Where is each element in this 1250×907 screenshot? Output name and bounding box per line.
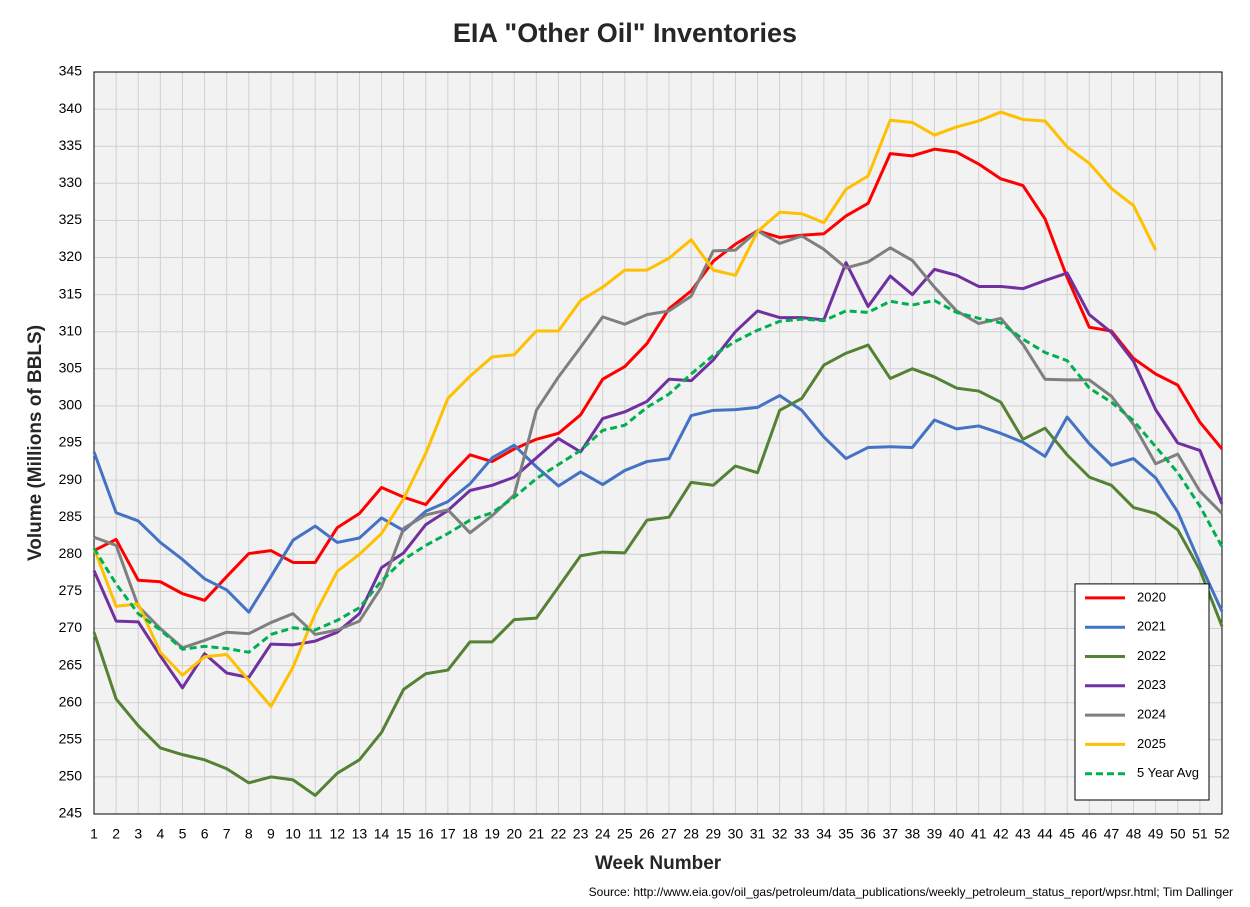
x-tick-label: 29 bbox=[706, 826, 722, 842]
source-note: Source: http://www.eia.gov/oil_gas/petro… bbox=[589, 885, 1233, 899]
x-tick-label: 4 bbox=[156, 826, 164, 842]
legend-label: 2022 bbox=[1137, 648, 1166, 663]
legend-label: 5 Year Avg bbox=[1137, 765, 1199, 780]
x-tick-label: 42 bbox=[993, 826, 1009, 842]
series-line bbox=[92, 394, 1224, 614]
legend-label: 2023 bbox=[1137, 677, 1166, 692]
x-tick-label: 48 bbox=[1126, 826, 1142, 842]
x-tick-label: 35 bbox=[838, 826, 854, 842]
x-tick-label: 24 bbox=[595, 826, 611, 842]
x-tick-label: 51 bbox=[1192, 826, 1208, 842]
x-tick-label: 8 bbox=[245, 826, 253, 842]
y-tick-label: 305 bbox=[59, 360, 83, 376]
x-tick-label: 13 bbox=[352, 826, 368, 842]
x-tick-label: 22 bbox=[551, 826, 567, 842]
x-tick-label: 6 bbox=[201, 826, 209, 842]
x-tick-label: 9 bbox=[267, 826, 275, 842]
legend-label: 2024 bbox=[1137, 707, 1166, 722]
x-tick-label: 5 bbox=[179, 826, 187, 842]
x-tick-label: 46 bbox=[1082, 826, 1098, 842]
y-tick-label: 315 bbox=[59, 285, 83, 301]
series-line bbox=[93, 229, 1224, 650]
series-line bbox=[92, 299, 1224, 654]
y-tick-label: 245 bbox=[59, 805, 83, 821]
x-tick-label: 1 bbox=[90, 826, 98, 842]
x-tick-label: 25 bbox=[617, 826, 633, 842]
x-tick-label: 2 bbox=[112, 826, 120, 842]
y-tick-label: 295 bbox=[59, 434, 83, 450]
x-tick-label: 12 bbox=[330, 826, 346, 842]
y-tick-label: 290 bbox=[59, 471, 83, 487]
y-tick-label: 280 bbox=[59, 545, 83, 561]
x-tick-label: 52 bbox=[1214, 826, 1230, 842]
legend-label: 2020 bbox=[1137, 589, 1166, 604]
x-tick-label: 19 bbox=[484, 826, 500, 842]
y-tick-label: 270 bbox=[59, 619, 83, 635]
y-tick-label: 335 bbox=[59, 137, 83, 153]
y-tick-label: 265 bbox=[59, 656, 83, 672]
x-tick-label: 37 bbox=[882, 826, 898, 842]
x-tick-label: 28 bbox=[683, 826, 699, 842]
x-tick-label: 44 bbox=[1037, 826, 1053, 842]
x-tick-label: 23 bbox=[573, 826, 589, 842]
x-tick-label: 32 bbox=[772, 826, 788, 842]
legend-label: 2025 bbox=[1137, 736, 1166, 751]
x-tick-label: 40 bbox=[949, 826, 965, 842]
x-tick-label: 39 bbox=[927, 826, 943, 842]
x-tick-label: 17 bbox=[440, 826, 456, 842]
x-tick-label: 16 bbox=[418, 826, 434, 842]
x-tick-label: 20 bbox=[506, 826, 522, 842]
y-tick-label: 250 bbox=[59, 768, 83, 784]
x-tick-label: 3 bbox=[134, 826, 142, 842]
x-tick-label: 27 bbox=[661, 826, 677, 842]
x-tick-label: 34 bbox=[816, 826, 832, 842]
y-tick-label: 330 bbox=[59, 174, 83, 190]
x-tick-label: 26 bbox=[639, 826, 655, 842]
y-axis-title: Volume (Millions of BBLS) bbox=[25, 325, 46, 561]
x-tick-label: 49 bbox=[1148, 826, 1164, 842]
y-tick-label: 260 bbox=[59, 693, 83, 709]
x-tick-label: 10 bbox=[285, 826, 301, 842]
x-tick-label: 50 bbox=[1170, 826, 1186, 842]
x-tick-label: 7 bbox=[223, 826, 231, 842]
x-tick-label: 43 bbox=[1015, 826, 1031, 842]
x-tick-label: 30 bbox=[728, 826, 744, 842]
y-tick-label: 340 bbox=[59, 100, 83, 116]
chart-title: EIA "Other Oil" Inventories bbox=[453, 18, 797, 48]
y-tick-label: 300 bbox=[59, 397, 83, 413]
series-line bbox=[92, 261, 1224, 690]
y-tick-label: 275 bbox=[59, 582, 83, 598]
legend-box bbox=[1074, 583, 1210, 801]
y-tick-label: 310 bbox=[59, 322, 83, 338]
x-tick-label: 36 bbox=[860, 826, 876, 842]
x-axis-title: Week Number bbox=[595, 853, 722, 874]
x-tick-label: 41 bbox=[971, 826, 987, 842]
y-tick-label: 345 bbox=[59, 63, 83, 79]
x-tick-label: 33 bbox=[794, 826, 810, 842]
y-tick-label: 325 bbox=[59, 211, 83, 227]
x-tick-label: 38 bbox=[905, 826, 921, 842]
x-tick-label: 21 bbox=[529, 826, 545, 842]
y-tick-label: 285 bbox=[59, 508, 83, 524]
plot-border bbox=[93, 71, 1223, 815]
series-line bbox=[92, 110, 1157, 708]
x-tick-label: 15 bbox=[396, 826, 412, 842]
x-tick-label: 45 bbox=[1059, 826, 1075, 842]
x-tick-label: 47 bbox=[1104, 826, 1120, 842]
x-tick-label: 14 bbox=[374, 826, 390, 842]
x-tick-label: 31 bbox=[750, 826, 766, 842]
y-tick-label: 320 bbox=[59, 248, 83, 264]
legend-label: 2021 bbox=[1137, 619, 1166, 634]
y-tick-label: 255 bbox=[59, 731, 83, 747]
x-tick-label: 18 bbox=[462, 826, 478, 842]
x-tick-label: 11 bbox=[308, 826, 323, 842]
series-line bbox=[92, 343, 1224, 797]
